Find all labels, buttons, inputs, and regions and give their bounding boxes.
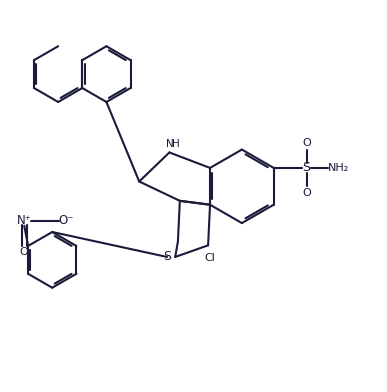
- Text: O: O: [303, 188, 312, 198]
- Text: O: O: [303, 138, 312, 148]
- Text: H: H: [173, 139, 180, 149]
- Text: S: S: [303, 162, 311, 174]
- Text: Cl: Cl: [205, 253, 216, 263]
- Text: N⁺: N⁺: [17, 214, 32, 227]
- Text: N: N: [166, 139, 174, 149]
- Text: S: S: [163, 250, 171, 263]
- Text: O: O: [20, 247, 29, 257]
- Text: NH₂: NH₂: [328, 163, 349, 173]
- Text: O⁻: O⁻: [58, 214, 74, 227]
